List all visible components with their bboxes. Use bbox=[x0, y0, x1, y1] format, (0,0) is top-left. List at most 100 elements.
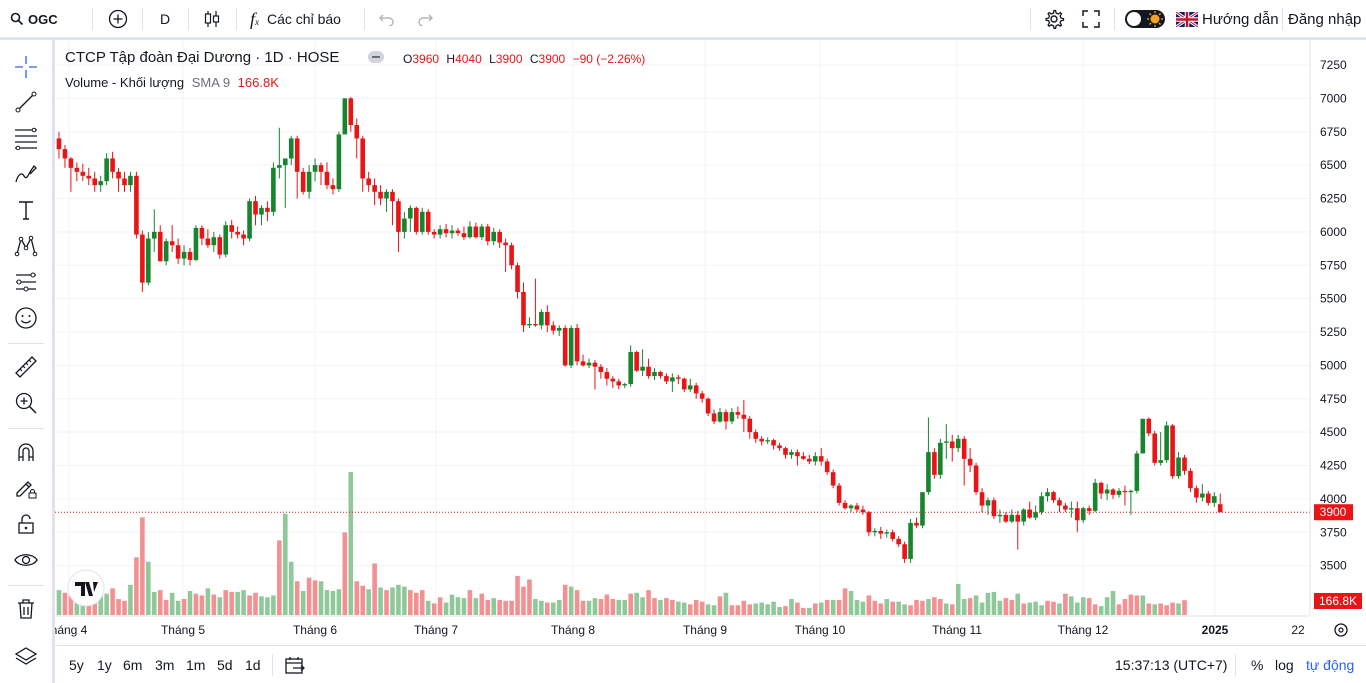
login-button[interactable]: Đăng nhập bbox=[1288, 0, 1361, 38]
volume-bar bbox=[277, 540, 282, 615]
log-toggle[interactable]: log bbox=[1275, 646, 1294, 683]
fib-tool[interactable] bbox=[13, 125, 39, 151]
candle-body bbox=[431, 231, 437, 235]
auto-scale-toggle[interactable]: tự động bbox=[1306, 646, 1354, 683]
candle bbox=[533, 278, 538, 327]
pattern-tool[interactable] bbox=[13, 233, 39, 259]
go-to-date-button[interactable] bbox=[285, 646, 305, 683]
range-1m[interactable]: 1m bbox=[186, 646, 205, 683]
volume-bar bbox=[336, 589, 342, 615]
range-1y[interactable]: 1y bbox=[97, 646, 112, 683]
candle bbox=[366, 171, 371, 192]
volume-label: Volume - Khối lượng bbox=[65, 75, 185, 90]
tradingview-logo[interactable] bbox=[67, 569, 105, 607]
time-axis[interactable]: háng 4 Tháng 5 Tháng 6 Tháng 7 Tháng 8 Tháng … bbox=[55, 623, 1305, 637]
candle bbox=[324, 162, 330, 190]
clock[interactable]: 15:37:13 (UTC+7) bbox=[1115, 646, 1227, 683]
price-tick-label: 3500 bbox=[1320, 559, 1347, 573]
range-5d[interactable]: 5d bbox=[217, 646, 233, 683]
candle-body bbox=[336, 134, 342, 190]
candle-body bbox=[943, 441, 949, 443]
remove-drawings-tool[interactable] bbox=[13, 596, 39, 622]
settings-button[interactable] bbox=[1043, 0, 1065, 38]
volume-bar bbox=[973, 595, 979, 615]
chart-area[interactable]: 7250 7000 6750 6500 6250 6000 5750 5500 5250 5000… bbox=[55, 40, 1366, 645]
candle-body bbox=[217, 237, 223, 255]
candle bbox=[217, 234, 223, 259]
candle bbox=[801, 452, 806, 461]
indicators-button[interactable]: fx Các chỉ báo bbox=[250, 0, 341, 38]
volume-bar bbox=[896, 601, 901, 615]
candle bbox=[1027, 501, 1032, 519]
range-5y[interactable]: 5y bbox=[69, 646, 84, 683]
magnet-tool[interactable] bbox=[13, 439, 39, 465]
range-3m[interactable]: 3m bbox=[155, 646, 174, 683]
redo-button[interactable] bbox=[416, 0, 434, 38]
lock-drawing-tool[interactable] bbox=[13, 475, 39, 501]
candle bbox=[717, 408, 723, 423]
crosshair-tool[interactable] bbox=[13, 54, 39, 80]
chart-type-button[interactable] bbox=[202, 0, 222, 38]
percent-toggle[interactable]: % bbox=[1251, 646, 1263, 683]
zoom-tool[interactable] bbox=[13, 390, 39, 416]
settings-axis-button[interactable] bbox=[1334, 623, 1348, 637]
candle bbox=[646, 358, 651, 379]
compare-add-button[interactable] bbox=[108, 0, 128, 38]
candle bbox=[1194, 485, 1199, 503]
trend-line-tool[interactable] bbox=[13, 89, 39, 115]
candle-body bbox=[824, 461, 830, 473]
candle bbox=[1140, 418, 1146, 454]
candle-body bbox=[378, 191, 383, 199]
brush-tool[interactable] bbox=[13, 161, 39, 187]
object-tree-tool[interactable] bbox=[13, 644, 39, 670]
volume-bar bbox=[1152, 604, 1158, 615]
drawing-toolbar bbox=[0, 40, 52, 683]
candle bbox=[1152, 430, 1158, 466]
candle-body bbox=[568, 327, 574, 366]
range-1d[interactable]: 1d bbox=[245, 646, 261, 683]
candle bbox=[842, 500, 848, 510]
volume-bar bbox=[979, 602, 985, 615]
candle-body bbox=[92, 178, 98, 186]
measure-tool[interactable] bbox=[13, 354, 39, 380]
candle-body bbox=[920, 492, 925, 526]
range-6m[interactable]: 6m bbox=[123, 646, 142, 683]
crosshair-icon bbox=[15, 56, 37, 78]
candle bbox=[872, 528, 878, 537]
candle bbox=[479, 223, 485, 240]
lock-all-tool[interactable] bbox=[13, 511, 39, 537]
candle bbox=[431, 229, 437, 239]
candle bbox=[1164, 421, 1169, 463]
volume-bar bbox=[1080, 597, 1086, 615]
price-chart[interactable]: 7250 7000 6750 6500 6250 6000 5750 5500 5250 5000… bbox=[55, 40, 1366, 645]
candle-body bbox=[628, 352, 633, 385]
price-axis[interactable]: 7250 7000 6750 6500 6250 6000 5750 5500 5250 5000… bbox=[1320, 58, 1347, 573]
legend-menu-button[interactable] bbox=[368, 51, 384, 63]
candle-body bbox=[414, 207, 419, 232]
candle-body bbox=[306, 171, 312, 192]
volume-bar bbox=[1170, 602, 1175, 615]
text-tool[interactable] bbox=[13, 197, 39, 223]
undo-button[interactable] bbox=[378, 0, 396, 38]
candle bbox=[574, 323, 580, 366]
symbol-search[interactable]: OGC bbox=[10, 0, 58, 38]
volume-bar bbox=[390, 587, 395, 615]
theme-toggle[interactable] bbox=[1124, 0, 1166, 38]
fullscreen-button[interactable] bbox=[1082, 0, 1100, 38]
prediction-icon bbox=[16, 272, 36, 292]
volume-bar bbox=[562, 584, 568, 615]
volume-bar bbox=[539, 600, 544, 615]
emoji-tool[interactable] bbox=[13, 305, 39, 331]
volume-bar bbox=[1140, 595, 1146, 615]
guide-button[interactable]: Hướng dẫn bbox=[1176, 0, 1279, 38]
prediction-tool[interactable] bbox=[13, 269, 39, 295]
candle bbox=[729, 408, 735, 425]
hide-tool[interactable] bbox=[13, 547, 39, 573]
candle bbox=[985, 497, 991, 515]
candle-body bbox=[473, 226, 479, 238]
volume-bar bbox=[1063, 593, 1068, 615]
candle-body bbox=[503, 242, 508, 246]
interval-button[interactable]: D bbox=[160, 0, 170, 38]
volume-bar bbox=[515, 575, 520, 615]
volume-bar bbox=[771, 601, 776, 615]
